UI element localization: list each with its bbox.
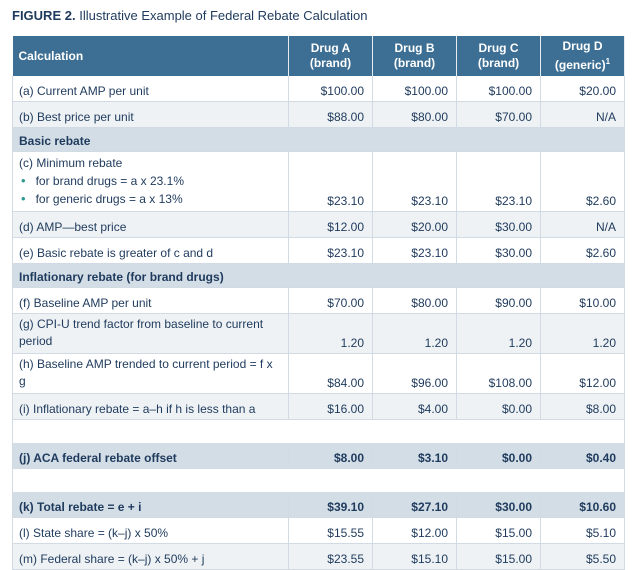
cell: $23.55 bbox=[288, 543, 373, 570]
cell: $84.00 bbox=[288, 353, 373, 394]
figure-title: FIGURE 2. Illustrative Example of Federa… bbox=[12, 8, 368, 23]
table-row-h: (h) Baseline AMP trended to current peri… bbox=[12, 353, 625, 394]
cell: $15.00 bbox=[456, 543, 541, 570]
footnote-marker: 1 bbox=[605, 57, 611, 66]
bullet-icon: • bbox=[21, 173, 26, 188]
cell: $100.00 bbox=[456, 76, 541, 102]
row-label: (a) Current AMP per unit bbox=[12, 76, 289, 102]
cell: $15.00 bbox=[456, 517, 541, 544]
row-label: (b) Best price per unit bbox=[12, 101, 289, 128]
cell: $96.00 bbox=[372, 353, 457, 394]
table-row-c: (c) Minimum rebate • for brand drugs = a … bbox=[12, 151, 625, 212]
table-row-e: (e) Basic rebate is greater of c and d $… bbox=[12, 237, 625, 264]
cell: 1.20 bbox=[372, 313, 457, 354]
figure-title-text: Illustrative Example of Federal Rebate C… bbox=[79, 8, 368, 23]
section-heading: Inflationary rebate (for brand drugs) bbox=[12, 263, 625, 288]
table-row-d: (d) AMP—best price $12.00 $20.00 $30.00 … bbox=[12, 211, 625, 238]
cell: $8.00 bbox=[288, 443, 373, 469]
cell: $23.10 bbox=[456, 151, 541, 212]
cell: $4.00 bbox=[372, 393, 457, 420]
section-basic-rebate: Basic rebate bbox=[12, 127, 625, 152]
header-drug-d: Drug D (generic)1 bbox=[540, 36, 625, 76]
cell: $2.60 bbox=[540, 151, 625, 212]
cell: $16.00 bbox=[288, 393, 373, 420]
cell: $23.10 bbox=[288, 151, 373, 212]
cell: $23.10 bbox=[372, 151, 457, 212]
row-label: (h) Baseline AMP trended to current peri… bbox=[12, 353, 289, 394]
cell: $8.00 bbox=[540, 393, 625, 420]
row-label: (i) Inflationary rebate = a–h if h is le… bbox=[12, 393, 289, 420]
cell: $70.00 bbox=[456, 101, 541, 128]
cell: $0.00 bbox=[456, 443, 541, 469]
cell: $15.55 bbox=[288, 517, 373, 544]
figure-label: FIGURE 2. bbox=[12, 8, 76, 23]
table-row-j: (j) ACA federal rebate offset $8.00 $3.1… bbox=[12, 443, 625, 469]
cell: $0.40 bbox=[540, 443, 625, 469]
cell: $5.10 bbox=[540, 517, 625, 544]
cell: $20.00 bbox=[540, 76, 625, 102]
cell: $80.00 bbox=[372, 101, 457, 128]
section-heading: Basic rebate bbox=[12, 127, 625, 152]
row-label: (j) ACA federal rebate offset bbox=[12, 443, 289, 469]
cell: $12.00 bbox=[372, 517, 457, 544]
cell: $20.00 bbox=[372, 211, 457, 238]
table-row-f: (f) Baseline AMP per unit $70.00 $80.00 … bbox=[12, 287, 625, 314]
row-label: (d) AMP—best price bbox=[12, 211, 289, 238]
cell: $30.00 bbox=[456, 492, 541, 518]
cell: $23.10 bbox=[372, 237, 457, 264]
cell: $90.00 bbox=[456, 287, 541, 314]
section-inflationary-rebate: Inflationary rebate (for brand drugs) bbox=[12, 263, 625, 288]
cell: 1.20 bbox=[288, 313, 373, 354]
cell: $10.00 bbox=[540, 287, 625, 314]
cell: $39.10 bbox=[288, 492, 373, 518]
row-label: (f) Baseline AMP per unit bbox=[12, 287, 289, 314]
cell: $30.00 bbox=[456, 237, 541, 264]
cell: $15.10 bbox=[372, 543, 457, 570]
cell: $80.00 bbox=[372, 287, 457, 314]
spacer-row bbox=[12, 419, 625, 443]
cell: $2.60 bbox=[540, 237, 625, 264]
table-row-l: (l) State share = (k–j) x 50% $15.55 $12… bbox=[12, 517, 625, 544]
row-label-c: (c) Minimum rebate • for brand drugs = a … bbox=[12, 151, 289, 212]
cell: $88.00 bbox=[288, 101, 373, 128]
cell: $5.50 bbox=[540, 543, 625, 570]
cell: $70.00 bbox=[288, 287, 373, 314]
spacer-row bbox=[12, 468, 625, 492]
header-drug-b: Drug B (brand) bbox=[372, 36, 457, 76]
cell: $27.10 bbox=[372, 492, 457, 518]
table-row-i: (i) Inflationary rebate = a–h if h is le… bbox=[12, 393, 625, 420]
row-label: (g) CPI-U trend factor from baseline to … bbox=[12, 313, 289, 354]
cell: $12.00 bbox=[540, 353, 625, 394]
cell: $12.00 bbox=[288, 211, 373, 238]
header-drug-a: Drug A (brand) bbox=[288, 36, 373, 76]
cell: $0.00 bbox=[456, 393, 541, 420]
table-row-g: (g) CPI-U trend factor from baseline to … bbox=[12, 313, 625, 354]
bullet-icon: • bbox=[21, 191, 26, 206]
row-label: (m) Federal share = (k–j) x 50% + j bbox=[12, 543, 289, 570]
cell: 1.20 bbox=[456, 313, 541, 354]
header-calculation: Calculation bbox=[12, 36, 289, 76]
table-row-k: (k) Total rebate = e + i $39.10 $27.10 $… bbox=[12, 492, 625, 518]
rebate-table: Calculation Drug A (brand) Drug B (brand) … bbox=[12, 36, 625, 570]
cell: $10.60 bbox=[540, 492, 625, 518]
cell: $30.00 bbox=[456, 211, 541, 238]
cell: $100.00 bbox=[372, 76, 457, 102]
header-row: Calculation Drug A (brand) Drug B (brand) … bbox=[12, 36, 625, 76]
cell: 1.20 bbox=[540, 313, 625, 354]
cell: $100.00 bbox=[288, 76, 373, 102]
cell: N/A bbox=[540, 211, 625, 238]
table-row-m: (m) Federal share = (k–j) x 50% + j $23.… bbox=[12, 543, 625, 570]
cell: $23.10 bbox=[288, 237, 373, 264]
row-label: (l) State share = (k–j) x 50% bbox=[12, 517, 289, 544]
table-row-b: (b) Best price per unit $88.00 $80.00 $7… bbox=[12, 101, 625, 128]
cell: $3.10 bbox=[372, 443, 457, 469]
cell: $108.00 bbox=[456, 353, 541, 394]
table-row-a: (a) Current AMP per unit $100.00 $100.00… bbox=[12, 76, 625, 102]
cell: N/A bbox=[540, 101, 625, 128]
row-label: (e) Basic rebate is greater of c and d bbox=[12, 237, 289, 264]
row-label: (k) Total rebate = e + i bbox=[12, 492, 289, 518]
header-drug-c: Drug C (brand) bbox=[456, 36, 541, 76]
